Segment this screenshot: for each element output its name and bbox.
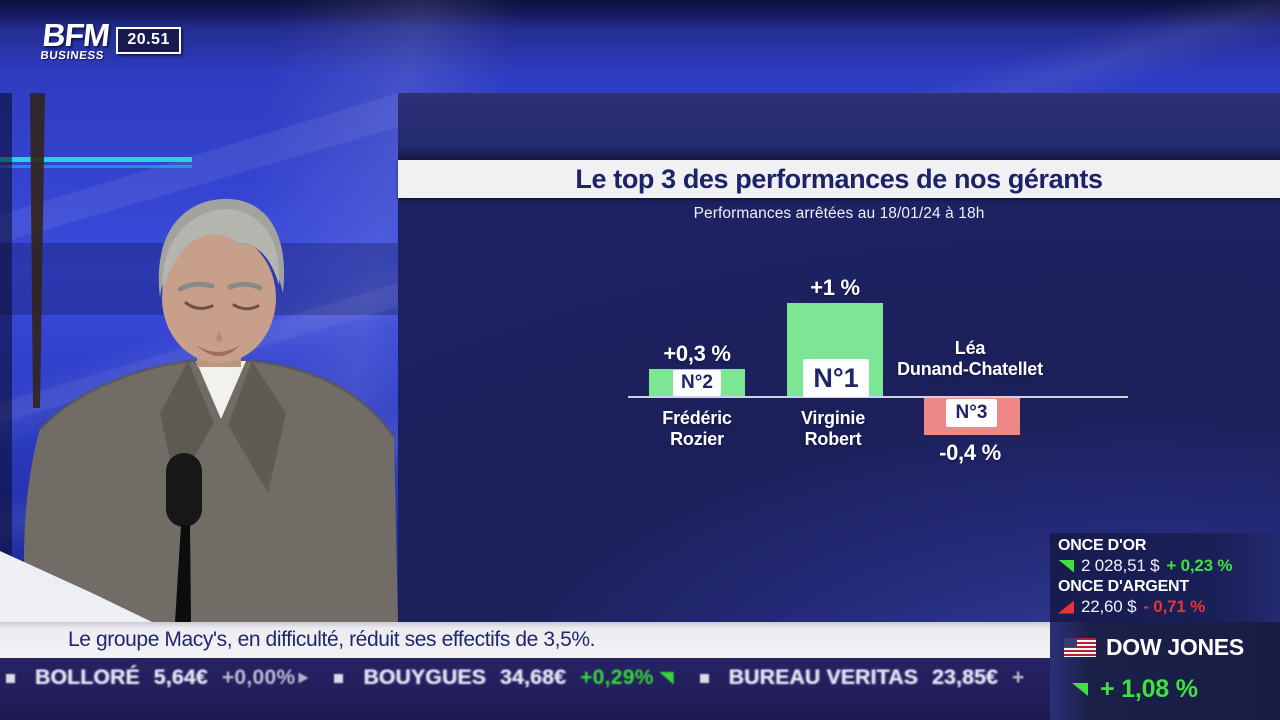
ticker-separator-icon: [6, 673, 15, 683]
channel-logo: BFM BUSINESS 20.51: [39, 17, 181, 62]
ticker-stock-change: +0,29%: [580, 666, 654, 689]
up-triangle-icon: [1072, 683, 1088, 696]
ticker-separator-icon: [334, 673, 344, 683]
news-banner: Le groupe Macy's, en difficulté, réduit …: [0, 622, 1050, 658]
silver-price: 22,60 $: [1081, 597, 1137, 616]
presenter: [24, 198, 398, 622]
rank-badge: N°2: [673, 370, 721, 396]
cyan-line: [0, 165, 192, 168]
bar-value-label: -0,4 %: [939, 440, 1001, 465]
up-triangle-icon: [1058, 559, 1074, 573]
chart-title-band: Le top 3 des performances de nos gérants: [398, 160, 1280, 198]
ticker-stock-change: +0,00%: [221, 666, 296, 689]
cyan-line: [0, 157, 192, 162]
us-flag-icon: [1064, 638, 1096, 657]
light-beam: [0, 93, 398, 243]
index-change-row: + 1,08 %: [1072, 675, 1280, 704]
studio-scene: [0, 93, 398, 622]
index-header: DOW JONES: [1064, 634, 1280, 661]
down-triangle-icon: [1058, 600, 1074, 614]
manager-name-line: Robert: [804, 429, 862, 449]
manager-name-line: Rozier: [670, 429, 724, 449]
stock-ticker-row: BOLLORÉ 5,64€ +0,00% BOUYGUES 34,68€ +0,…: [4, 666, 1025, 690]
bar-value-label: +0,3 %: [663, 341, 731, 366]
news-headline: Le groupe Macy's, en difficulté, réduit …: [68, 628, 596, 651]
bar-value-label: +1 %: [810, 275, 860, 300]
frame-edge: [0, 93, 12, 622]
ticker-stock-name: BOUYGUES: [363, 666, 487, 689]
gold-label: ONCE D'OR: [1058, 537, 1147, 554]
manager-name-line: Frédéric: [662, 408, 732, 428]
manager-name: Virginie Robert: [753, 408, 913, 450]
ticker-stock-price: 23,85€: [932, 666, 999, 689]
studio-pole: [30, 93, 45, 408]
manager-name-line: Virginie: [800, 408, 866, 428]
gold-price: 2 028,51 $: [1081, 556, 1160, 575]
manager-name-line: Dunand-Chatellet: [897, 359, 1043, 379]
channel-name: BFM: [40, 17, 111, 53]
panel-header-band: [398, 93, 1280, 160]
microphone-icon: [166, 453, 202, 622]
silver-row: 22,60 $ - 0,71 %: [1058, 597, 1280, 617]
ticker-stock-change: +: [1012, 666, 1025, 689]
chart-axis-line: [628, 396, 1128, 398]
flat-arrow-icon: [298, 672, 309, 684]
script-paper: [0, 551, 152, 622]
commodities-panel: ONCE D'OR 2 028,51 $ + 0,23 % ONCE D'ARG…: [1050, 533, 1280, 622]
ticker-stock-price: 34,68€: [500, 666, 567, 689]
ticker-separator-icon: [699, 673, 709, 683]
index-change: + 1,08 %: [1100, 675, 1198, 703]
manager-name: Léa Dunand-Chatellet: [870, 338, 1070, 380]
index-name: DOW JONES: [1106, 634, 1244, 660]
clock: 20.51: [116, 27, 181, 54]
chart-title: Le top 3 des performances de nos gérants: [575, 163, 1103, 194]
rank-badge: N°3: [946, 399, 997, 427]
rank-badge: N°1: [803, 359, 869, 397]
gold-change: + 0,23 %: [1166, 556, 1233, 575]
manager-name: Frédéric Rozier: [617, 408, 777, 450]
channel-subname: BUSINESS: [39, 50, 105, 62]
ticker-stock-name: BUREAU VERITAS: [728, 666, 918, 689]
ticker-stock-price: 5,64€: [153, 666, 208, 689]
ticker-stock-name: BOLLORÉ: [35, 666, 140, 689]
chart-subtitle: Performances arrêtées au 18/01/24 à 18h: [693, 205, 985, 222]
manager-name-line: Léa: [954, 338, 986, 358]
gold-row: 2 028,51 $ + 0,23 %: [1058, 556, 1280, 576]
index-panel: DOW JONES + 1,08 %: [1050, 622, 1280, 720]
silver-label: ONCE D'ARGENT: [1058, 578, 1189, 595]
up-triangle-icon: [658, 671, 674, 685]
silver-change: - 0,71 %: [1143, 597, 1206, 616]
